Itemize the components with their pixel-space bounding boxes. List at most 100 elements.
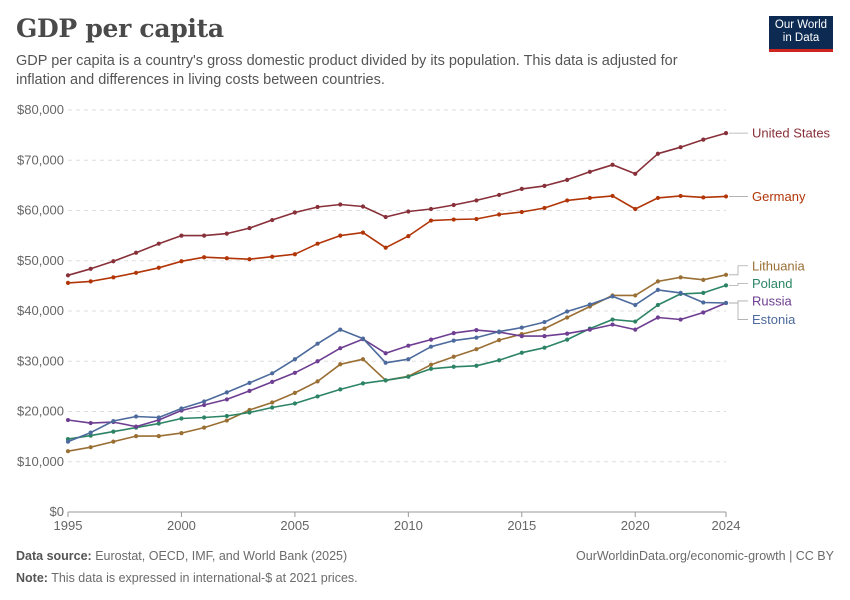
data-point-germany bbox=[406, 234, 411, 239]
data-point-estonia bbox=[315, 341, 320, 346]
data-point-russia bbox=[383, 351, 388, 356]
data-point-lithuania bbox=[542, 326, 547, 331]
data-point-united-states bbox=[224, 231, 229, 236]
data-point-russia bbox=[65, 417, 71, 423]
data-point-united-states bbox=[247, 225, 252, 231]
note-label: Note: bbox=[16, 571, 48, 585]
data-point-lithuania bbox=[202, 425, 207, 430]
data-point-germany bbox=[133, 270, 139, 275]
data-point-germany bbox=[474, 216, 479, 222]
data-point-estonia bbox=[451, 338, 456, 343]
data-point-russia bbox=[202, 402, 207, 408]
data-point-germany bbox=[247, 257, 252, 262]
data-point-lithuania bbox=[497, 338, 502, 343]
data-point-lithuania bbox=[179, 431, 184, 436]
data-point-germany bbox=[519, 209, 524, 215]
data-point-united-states bbox=[202, 233, 207, 238]
data-point-germany bbox=[270, 254, 275, 259]
data-point-estonia bbox=[542, 319, 547, 325]
line-label-lithuania[interactable]: Lithuania bbox=[752, 258, 806, 273]
line-label-germany[interactable]: Germany bbox=[752, 189, 806, 204]
data-point-russia bbox=[88, 420, 93, 426]
data-point-poland bbox=[360, 381, 366, 386]
data-point-lithuania bbox=[156, 434, 161, 439]
data-point-estonia bbox=[633, 302, 638, 308]
data-point-poland bbox=[633, 319, 638, 324]
data-point-russia bbox=[270, 379, 275, 384]
line-label-poland[interactable]: Poland bbox=[752, 276, 792, 291]
chart-note: Note: This data is expressed in internat… bbox=[16, 571, 358, 585]
data-point-germany bbox=[111, 275, 116, 280]
data-point-germany bbox=[497, 212, 502, 217]
data-point-united-states bbox=[723, 131, 729, 136]
series-line-united-states[interactable] bbox=[67, 132, 727, 277]
data-point-germany bbox=[202, 255, 207, 260]
line-label-russia[interactable]: Russia bbox=[752, 293, 793, 308]
data-point-estonia bbox=[270, 371, 275, 376]
data-point-estonia bbox=[723, 300, 729, 306]
series-line-estonia[interactable] bbox=[67, 289, 727, 443]
data-point-united-states bbox=[474, 198, 479, 203]
data-point-lithuania bbox=[565, 315, 570, 320]
data-point-germany bbox=[542, 205, 547, 211]
chart-title: GDP per capita bbox=[16, 14, 224, 43]
data-point-poland bbox=[338, 387, 343, 392]
data-point-lithuania bbox=[428, 362, 434, 367]
x-tick-label: 2015 bbox=[507, 518, 536, 533]
data-point-lithuania bbox=[474, 347, 479, 352]
data-point-germany bbox=[655, 195, 661, 201]
data-point-lithuania bbox=[723, 272, 729, 277]
data-point-united-states bbox=[451, 202, 456, 208]
data-source-label: Data source: bbox=[16, 549, 92, 563]
data-point-poland bbox=[270, 405, 275, 410]
data-point-estonia bbox=[678, 290, 683, 296]
data-point-estonia bbox=[202, 399, 207, 404]
series-line-poland[interactable] bbox=[67, 284, 727, 440]
data-point-germany bbox=[292, 252, 297, 257]
data-point-russia bbox=[428, 337, 434, 342]
series-line-russia[interactable] bbox=[67, 302, 727, 428]
data-point-estonia bbox=[224, 390, 229, 395]
data-point-poland bbox=[542, 345, 547, 350]
data-point-united-states bbox=[133, 250, 139, 255]
data-point-russia bbox=[701, 310, 706, 315]
y-tick-label: $70,000 bbox=[17, 152, 64, 167]
data-point-poland bbox=[383, 378, 388, 383]
data-point-germany bbox=[88, 279, 93, 284]
data-source-text[interactable]: Eurostat, OECD, IMF, and World Bank (202… bbox=[95, 549, 348, 563]
data-point-russia bbox=[519, 334, 524, 339]
data-point-united-states bbox=[111, 259, 116, 264]
data-point-germany bbox=[610, 193, 615, 199]
x-tick-label: 2020 bbox=[621, 518, 650, 533]
data-point-poland bbox=[565, 337, 570, 342]
source-link[interactable]: OurWorldinData.org/economic-growth | CC … bbox=[576, 549, 834, 563]
data-point-germany bbox=[633, 206, 638, 212]
data-point-united-states bbox=[678, 145, 683, 150]
data-point-united-states bbox=[179, 233, 184, 238]
label-connector-lithuania bbox=[729, 265, 748, 276]
label-connector-poland bbox=[729, 282, 748, 286]
data-point-united-states bbox=[633, 171, 638, 176]
data-point-lithuania bbox=[451, 354, 456, 359]
data-point-poland bbox=[701, 290, 706, 296]
line-label-united-states[interactable]: United States bbox=[752, 126, 831, 141]
data-point-poland bbox=[247, 410, 252, 415]
owid-logo[interactable]: Our World in Data bbox=[769, 16, 833, 52]
data-point-poland bbox=[315, 394, 320, 399]
data-point-russia bbox=[224, 397, 229, 402]
label-connector-estonia bbox=[729, 302, 748, 320]
data-point-poland bbox=[292, 401, 297, 406]
data-point-estonia bbox=[65, 439, 71, 444]
logo-line-1: Our World bbox=[774, 19, 828, 31]
y-tick-label: $80,000 bbox=[17, 102, 64, 117]
line-label-estonia[interactable]: Estonia bbox=[752, 312, 796, 327]
data-point-poland bbox=[202, 415, 207, 420]
data-point-united-states bbox=[292, 210, 297, 215]
data-source: Data source: Eurostat, OECD, IMF, and Wo… bbox=[16, 549, 347, 563]
series-line-germany[interactable] bbox=[67, 195, 727, 284]
data-point-united-states bbox=[156, 241, 161, 246]
data-point-germany bbox=[383, 245, 388, 250]
data-point-poland bbox=[156, 421, 161, 426]
data-point-united-states bbox=[701, 137, 706, 142]
